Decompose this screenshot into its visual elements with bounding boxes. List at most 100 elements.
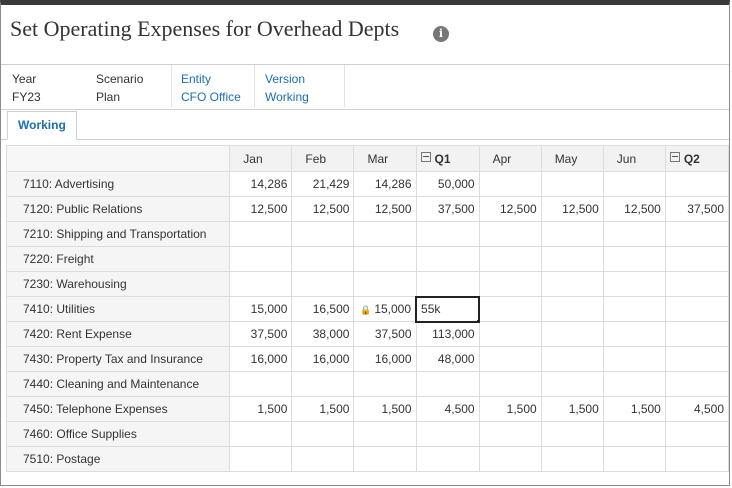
collapse-icon[interactable]	[420, 152, 431, 163]
data-cell[interactable]	[664, 171, 729, 197]
data-cell[interactable]	[353, 271, 417, 297]
data-cell[interactable]: 38,000	[291, 321, 355, 347]
data-cell[interactable]: 37,500	[229, 321, 293, 347]
info-icon[interactable]: i	[433, 26, 449, 42]
data-cell[interactable]: 12,500	[602, 196, 666, 222]
data-cell[interactable]	[478, 246, 542, 272]
data-cell[interactable]	[478, 296, 542, 322]
data-cell[interactable]: 4,500	[415, 396, 480, 422]
data-cell[interactable]	[291, 421, 355, 447]
pov-entity-label[interactable]: Entity	[181, 72, 212, 86]
data-cell[interactable]	[602, 321, 666, 347]
data-cell[interactable]	[664, 271, 729, 297]
data-cell[interactable]	[602, 346, 666, 372]
data-cell[interactable]: 16,000	[291, 346, 355, 372]
data-cell[interactable]	[291, 271, 355, 297]
data-cell[interactable]	[478, 371, 542, 397]
data-cell[interactable]: 16,000	[229, 346, 293, 372]
data-cell[interactable]	[229, 221, 293, 247]
data-cell[interactable]: 37,500	[415, 196, 480, 222]
data-cell[interactable]	[602, 446, 666, 472]
data-cell[interactable]	[229, 371, 293, 397]
data-cell[interactable]	[540, 296, 604, 322]
selected-cell[interactable]: 55k	[415, 295, 481, 323]
data-cell[interactable]: 21,429	[291, 171, 355, 197]
pov-version[interactable]: Version Working	[254, 70, 344, 106]
data-cell[interactable]	[478, 346, 542, 372]
data-cell[interactable]	[540, 346, 604, 372]
pov-version-label[interactable]: Version	[265, 72, 306, 86]
data-cell[interactable]	[478, 421, 542, 447]
data-cell[interactable]	[291, 246, 355, 272]
collapse-icon[interactable]	[669, 152, 680, 163]
fill-handle[interactable]	[477, 320, 479, 322]
data-cell[interactable]	[415, 246, 480, 272]
data-cell[interactable]: 1,500	[291, 396, 355, 422]
data-cell[interactable]: 16,000	[353, 346, 417, 372]
data-cell[interactable]	[664, 221, 729, 247]
data-cell[interactable]	[602, 271, 666, 297]
data-cell[interactable]: 1,500	[353, 396, 417, 422]
pov-version-value[interactable]: Working	[265, 90, 309, 104]
data-cell[interactable]	[478, 321, 542, 347]
data-cell[interactable]	[353, 371, 417, 397]
data-cell[interactable]: 🔒 15,000	[353, 296, 417, 322]
data-cell[interactable]: 15,000	[229, 296, 293, 322]
data-cell[interactable]	[602, 221, 666, 247]
data-cell[interactable]	[664, 421, 729, 447]
pov-entity-value[interactable]: CFO Office	[181, 90, 241, 104]
data-cell[interactable]	[602, 296, 666, 322]
data-cell[interactable]	[415, 271, 480, 297]
data-cell[interactable]	[229, 421, 293, 447]
data-cell[interactable]	[415, 421, 480, 447]
data-cell[interactable]: 1,500	[540, 396, 604, 422]
data-cell[interactable]: 12,500	[478, 196, 542, 222]
data-cell[interactable]	[602, 246, 666, 272]
data-cell[interactable]	[415, 221, 480, 247]
data-cell[interactable]	[540, 246, 604, 272]
data-cell[interactable]: 14,286	[353, 171, 417, 197]
data-cell[interactable]	[664, 371, 729, 397]
data-cell[interactable]	[540, 171, 604, 197]
data-cell[interactable]	[540, 446, 604, 472]
data-cell[interactable]	[291, 446, 355, 472]
data-cell[interactable]: 37,500	[353, 321, 417, 347]
data-cell[interactable]: 12,500	[540, 196, 604, 222]
data-cell[interactable]	[353, 446, 417, 472]
data-cell[interactable]: 4,500	[664, 396, 729, 422]
data-cell[interactable]	[664, 246, 729, 272]
column-header-q2[interactable]: Q2	[664, 145, 729, 172]
data-cell[interactable]	[353, 421, 417, 447]
data-cell[interactable]	[478, 446, 542, 472]
data-cell[interactable]: 1,500	[602, 396, 666, 422]
data-cell[interactable]	[478, 171, 542, 197]
column-header-q1[interactable]: Q1	[415, 145, 480, 172]
data-cell[interactable]	[664, 346, 729, 372]
data-cell[interactable]: 50,000	[415, 171, 480, 197]
data-cell[interactable]	[540, 371, 604, 397]
data-cell[interactable]	[291, 371, 355, 397]
data-cell[interactable]	[478, 221, 542, 247]
data-cell[interactable]	[291, 221, 355, 247]
data-cell[interactable]	[664, 296, 729, 322]
data-cell[interactable]	[664, 446, 729, 472]
data-cell[interactable]: 12,500	[229, 196, 293, 222]
data-cell[interactable]	[229, 446, 293, 472]
data-cell[interactable]	[353, 221, 417, 247]
data-cell[interactable]: 1,500	[229, 396, 293, 422]
data-cell[interactable]	[415, 446, 480, 472]
data-cell[interactable]	[602, 171, 666, 197]
data-cell[interactable]: 113,000	[415, 321, 480, 347]
pov-entity[interactable]: Entity CFO Office	[170, 70, 254, 106]
data-cell[interactable]	[229, 246, 293, 272]
data-cell[interactable]: 12,500	[291, 196, 355, 222]
data-cell[interactable]: 1,500	[478, 396, 542, 422]
data-cell[interactable]	[540, 321, 604, 347]
tab-working[interactable]: Working	[7, 111, 77, 140]
data-cell[interactable]: 48,000	[415, 346, 480, 372]
data-cell[interactable]	[353, 246, 417, 272]
data-cell[interactable]	[415, 371, 480, 397]
data-cell[interactable]	[664, 321, 729, 347]
data-cell[interactable]: 14,286	[229, 171, 293, 197]
data-cell[interactable]	[478, 271, 542, 297]
